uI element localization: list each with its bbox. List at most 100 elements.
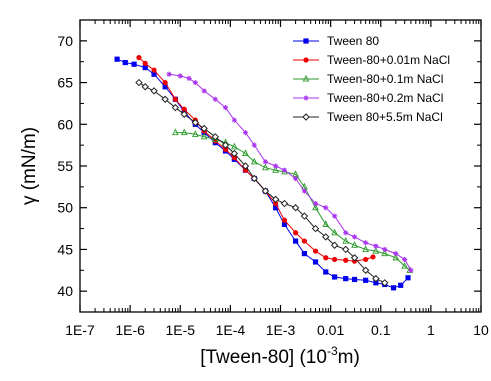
data-point	[280, 199, 289, 208]
series-2	[136, 54, 376, 264]
data-point	[382, 246, 388, 253]
data-point	[273, 205, 279, 211]
data-point	[342, 236, 350, 244]
x-tick-label: 1E-6	[115, 322, 145, 338]
data-point	[241, 162, 250, 170]
axis-ticks	[79, 19, 482, 313]
x-tick-label: 1	[427, 322, 435, 338]
data-point	[281, 167, 288, 173]
data-point	[273, 200, 279, 207]
series-5	[135, 78, 389, 287]
data-point	[331, 274, 338, 280]
data-point	[231, 142, 238, 150]
data-point	[114, 56, 120, 62]
data-point	[231, 155, 237, 161]
data-point	[201, 88, 207, 94]
data-point	[136, 54, 142, 61]
data-point	[181, 106, 187, 112]
data-point	[408, 267, 414, 273]
data-point	[351, 234, 358, 240]
data-point	[242, 149, 249, 157]
x-axis-title-unit: m)	[338, 347, 360, 368]
data-point	[151, 67, 157, 73]
data-point	[351, 276, 358, 283]
legend-item: Tween 80	[293, 34, 379, 48]
data-point	[180, 110, 188, 118]
legend-label: Tween-80+0.2m NaCl	[327, 91, 443, 105]
legend-item: Tween 80+5.5m NaCl	[293, 110, 443, 124]
y-tick-label: 70	[57, 33, 73, 49]
data-point	[151, 71, 157, 77]
data-point	[312, 259, 319, 265]
data-point	[372, 274, 380, 283]
data-point	[301, 188, 308, 194]
data-point	[122, 59, 128, 66]
data-point	[373, 280, 379, 286]
data-point	[381, 249, 389, 257]
data-point	[323, 269, 329, 275]
y-tick-label: 65	[57, 75, 73, 91]
data-point	[242, 167, 249, 173]
x-tick-label: 0.01	[317, 322, 344, 338]
data-point	[393, 251, 399, 257]
plot-marks	[114, 54, 414, 291]
data-point	[291, 204, 300, 212]
data-point	[222, 105, 229, 111]
data-point	[150, 87, 158, 95]
data-point	[398, 282, 404, 288]
series-4	[166, 71, 414, 273]
x-tick-label: 1E-4	[216, 322, 246, 338]
data-point	[271, 195, 280, 204]
data-point	[351, 241, 358, 248]
data-point	[231, 117, 237, 123]
data-point	[370, 254, 376, 260]
x-axis-title: [Tween-80] (10-3m)	[200, 344, 360, 368]
data-point	[342, 245, 350, 254]
series-line	[138, 57, 374, 262]
legend-item: Tween-80+0.2m NaCl	[293, 91, 443, 105]
data-point	[230, 149, 239, 158]
data-point	[200, 132, 208, 140]
data-point	[162, 79, 168, 86]
data-point	[222, 146, 229, 152]
data-point	[142, 64, 148, 71]
data-point	[363, 240, 369, 246]
data-point	[191, 118, 200, 127]
data-point	[312, 248, 319, 254]
data-point	[350, 254, 359, 262]
x-axis-title-exponent: -3	[327, 344, 338, 358]
legend-label: Tween-80+0.01m NaCl	[327, 53, 450, 67]
legend-label: Tween 80	[327, 34, 379, 48]
data-point	[373, 243, 379, 249]
data-point	[392, 253, 400, 261]
data-point	[343, 230, 349, 236]
data-point	[363, 256, 369, 263]
data-point	[323, 255, 329, 261]
data-point	[250, 157, 258, 165]
data-point	[292, 175, 299, 182]
data-point	[381, 279, 389, 287]
data-point	[331, 213, 338, 219]
data-point	[362, 245, 369, 252]
data-point	[141, 83, 149, 91]
data-point	[323, 205, 329, 211]
data-point	[162, 84, 168, 90]
data-point	[131, 61, 137, 67]
y-tick-label: 60	[57, 116, 73, 132]
y-axis-title: γ (mN/m)	[19, 127, 40, 205]
data-point	[343, 257, 349, 263]
legend-item: Tween-80+0.01m NaCl	[293, 53, 450, 67]
data-point	[172, 96, 178, 102]
data-point	[322, 233, 330, 241]
legend-item: Tween-80+0.1m NaCl	[293, 72, 443, 86]
data-point	[273, 163, 279, 169]
data-point	[331, 228, 338, 236]
data-point	[262, 159, 269, 165]
data-point	[292, 238, 299, 244]
y-tick-label: 55	[57, 158, 73, 174]
data-point	[135, 78, 143, 87]
data-point	[363, 277, 369, 283]
x-tick-label: 10	[473, 322, 489, 338]
data-point	[322, 220, 330, 227]
